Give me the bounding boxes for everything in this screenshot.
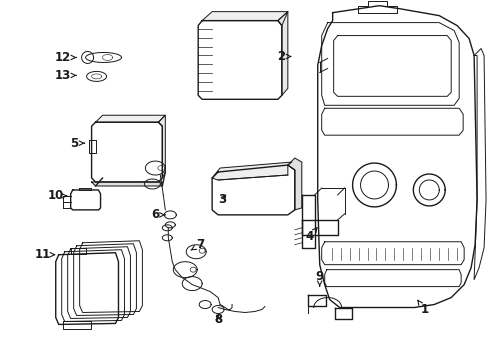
Polygon shape: [61, 250, 124, 321]
Text: 9: 9: [315, 270, 323, 286]
Polygon shape: [199, 301, 211, 309]
Polygon shape: [277, 12, 287, 95]
Polygon shape: [80, 241, 142, 312]
Polygon shape: [473, 49, 485, 280]
Polygon shape: [301, 220, 337, 235]
Polygon shape: [419, 180, 438, 200]
Polygon shape: [86, 71, 106, 81]
Polygon shape: [352, 163, 396, 207]
Polygon shape: [212, 306, 224, 314]
Polygon shape: [56, 253, 118, 324]
Polygon shape: [357, 1, 397, 13]
Polygon shape: [74, 244, 136, 315]
Polygon shape: [287, 158, 301, 210]
Text: 5: 5: [70, 137, 84, 150]
Polygon shape: [71, 190, 101, 210]
Polygon shape: [67, 247, 130, 319]
Polygon shape: [165, 222, 175, 228]
Polygon shape: [164, 211, 176, 219]
Text: 12: 12: [55, 51, 76, 64]
Polygon shape: [412, 174, 444, 206]
Polygon shape: [307, 294, 325, 306]
Polygon shape: [212, 162, 291, 180]
Text: 13: 13: [55, 69, 76, 82]
Polygon shape: [62, 321, 90, 329]
Text: 4: 4: [305, 228, 316, 243]
Polygon shape: [102, 54, 112, 60]
Polygon shape: [360, 171, 387, 199]
Polygon shape: [333, 36, 450, 96]
Polygon shape: [321, 23, 458, 105]
Polygon shape: [162, 225, 172, 231]
Polygon shape: [88, 140, 95, 153]
Text: 10: 10: [47, 189, 67, 202]
Polygon shape: [91, 122, 162, 182]
Polygon shape: [158, 166, 164, 171]
Text: 3: 3: [218, 193, 225, 206]
Text: 6: 6: [151, 208, 165, 221]
Polygon shape: [199, 248, 205, 253]
Polygon shape: [321, 242, 463, 265]
Polygon shape: [202, 12, 287, 21]
Polygon shape: [321, 108, 462, 135]
Polygon shape: [212, 165, 294, 215]
Text: 8: 8: [214, 313, 222, 326]
Polygon shape: [79, 188, 90, 190]
Text: 7: 7: [190, 238, 204, 251]
Polygon shape: [91, 182, 162, 186]
Polygon shape: [95, 115, 165, 122]
Text: 1: 1: [417, 300, 427, 316]
Polygon shape: [162, 235, 172, 241]
Text: 2: 2: [276, 50, 290, 63]
Text: 11: 11: [35, 248, 55, 261]
Polygon shape: [190, 267, 196, 272]
Polygon shape: [334, 307, 351, 319]
Polygon shape: [317, 6, 476, 307]
Polygon shape: [71, 248, 85, 254]
Polygon shape: [324, 270, 460, 287]
Polygon shape: [81, 51, 93, 63]
Polygon shape: [301, 195, 314, 248]
Polygon shape: [198, 21, 281, 99]
Polygon shape: [91, 74, 102, 79]
Polygon shape: [158, 115, 165, 178]
